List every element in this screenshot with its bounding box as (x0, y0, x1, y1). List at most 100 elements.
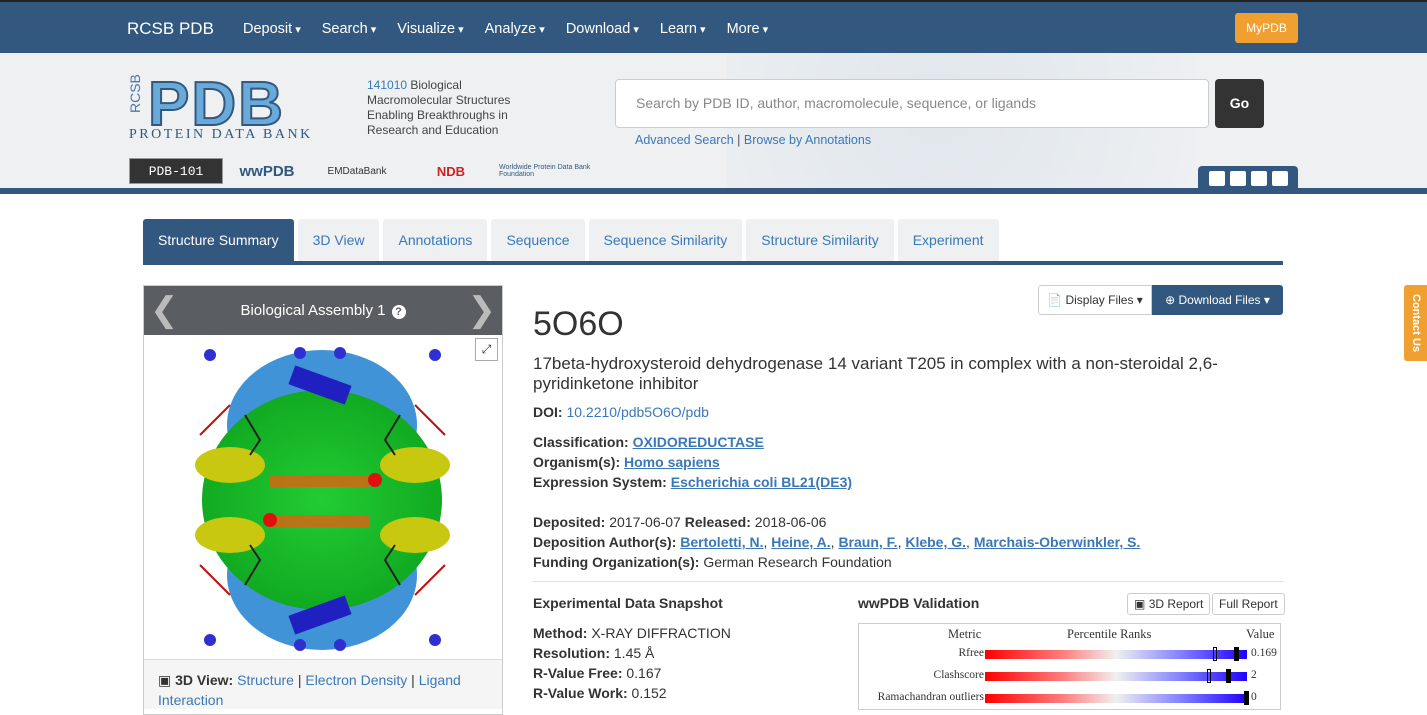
validation-slider-chart[interactable]: Metric Percentile Ranks Value Rfree 0.16… (858, 623, 1281, 710)
structure-tabs: Structure Summary 3D View Annotations Se… (143, 219, 999, 261)
molecule-image[interactable] (190, 345, 455, 655)
browse-annotations-link[interactable]: Browse by Annotations (743, 133, 872, 147)
tab-experiment[interactable]: Experiment (897, 219, 999, 261)
metric-value: 2 (1251, 669, 1257, 681)
structure-title: 17beta-hydroxysteroid dehydrogenase 14 v… (533, 354, 1218, 393)
search-input[interactable]: Search by PDB ID, author, macromolecule,… (615, 79, 1209, 128)
contact-us-tab[interactable]: Contact Us (1404, 285, 1427, 361)
3d-report-button[interactable]: ▣ 3D Report (1127, 593, 1211, 615)
brand-link[interactable]: RCSB PDB (127, 19, 214, 38)
header-tagline: 141010 Biological Macromolecular Structu… (367, 78, 547, 138)
doi-label: DOI: (533, 404, 563, 420)
nav-visualize[interactable]: Visualize (397, 21, 463, 37)
help-icon[interactable]: ? (391, 305, 406, 319)
github-icon[interactable] (1271, 170, 1288, 186)
rwork-label: R-Value Work: (533, 685, 628, 701)
nav-learn[interactable]: Learn (660, 21, 706, 37)
organism-label: Organism(s): (533, 454, 621, 470)
social-links (1198, 166, 1298, 190)
logo-rcsb-text: RCSB (127, 74, 143, 113)
validation-row: Ramachandran outliers 0 (859, 691, 1282, 707)
cube-icon: ▣ (158, 672, 172, 688)
full-report-button[interactable]: Full Report (1212, 593, 1285, 615)
rfree-value: 0.167 (626, 665, 662, 681)
electron-density-link[interactable]: Electron Density (305, 672, 408, 688)
twitter-icon[interactable] (1229, 170, 1246, 186)
author-link[interactable]: Braun, F. (838, 534, 898, 550)
deposited-date: 2017-06-07 (609, 514, 681, 530)
metric-label: Rfree (958, 647, 984, 659)
classification-label: Classification: (533, 434, 629, 450)
download-files-label: Download Files (1178, 293, 1261, 307)
facebook-icon[interactable] (1208, 170, 1225, 186)
viewer-title: Biological Assembly 1 (240, 302, 386, 319)
advanced-search-link[interactable]: Advanced Search (635, 133, 734, 147)
metric-header: Metric (948, 627, 982, 641)
display-files-label: Display Files (1065, 293, 1134, 307)
youtube-icon[interactable] (1250, 170, 1267, 186)
expression-link[interactable]: Escherichia coli BL21(DE3) (670, 474, 853, 490)
percentile-similar-marker (1233, 647, 1239, 661)
next-assembly-icon[interactable]: ❯ (467, 291, 497, 329)
released-date: 2018-06-06 (754, 514, 827, 530)
tab-structure-summary[interactable]: Structure Summary (143, 219, 294, 261)
resolution-label: Resolution: (533, 645, 610, 661)
view-label: 3D View: (175, 672, 234, 688)
wwpdb-foundation-logo[interactable]: Worldwide Protein Data Bank Foundation (499, 164, 591, 178)
structure-link[interactable]: Structure (237, 672, 294, 688)
doi-link[interactable]: 10.2210/pdb5O6O/pdb (566, 404, 709, 420)
expression-row: Expression System: Escherichia coli BL21… (533, 474, 852, 490)
nav-search[interactable]: Search (322, 21, 377, 37)
download-files-button[interactable]: ⊕ Download Files ▾ (1152, 285, 1283, 315)
author-link[interactable]: Marchais-Oberwinkler, S. (973, 534, 1141, 550)
cube-icon: ▣ (1134, 597, 1146, 611)
metric-label: Ramachandran outliers (877, 691, 984, 703)
structure-count[interactable]: 141010 (367, 78, 408, 92)
prev-assembly-icon[interactable]: ❮ (150, 291, 179, 329)
display-files-button[interactable]: 📄 Display Files ▾ (1038, 285, 1152, 315)
tab-sequence-similarity[interactable]: Sequence Similarity (588, 219, 743, 261)
metric-value: 0 (1251, 691, 1257, 703)
deposited-label: Deposited: (533, 514, 606, 530)
tab-structure-similarity[interactable]: Structure Similarity (746, 219, 894, 261)
partner-logos: PDB-101 wwPDB EMDataBank NDB Worldwide P… (129, 157, 599, 185)
method-label: Method: (533, 625, 588, 641)
tab-3d-view[interactable]: 3D View (297, 219, 380, 261)
tab-annotations[interactable]: Annotations (383, 219, 488, 261)
percentile-bar (985, 694, 1247, 703)
nav-more[interactable]: More (727, 21, 769, 37)
validation-row: Clashscore 2 (859, 669, 1282, 685)
ndb-logo[interactable]: NDB (436, 163, 466, 179)
wwpdb-logo[interactable]: wwPDB (239, 162, 295, 180)
author-link[interactable]: Bertoletti, N. (680, 534, 764, 550)
dates-row: Deposited: 2017-06-07 Released: 2018-06-… (533, 514, 826, 530)
expand-icon[interactable]: ⤢ (475, 338, 498, 361)
assembly-viewer: ❮ Biological Assembly 1? ❯ (143, 285, 503, 715)
tab-underline (143, 261, 1283, 265)
organism-link[interactable]: Homo sapiens (624, 454, 720, 470)
authors-label: Deposition Author(s): (533, 534, 677, 550)
authors-row: Deposition Author(s): Bertoletti, N., He… (533, 534, 1141, 550)
emdatabank-logo[interactable]: EMDataBank (327, 165, 387, 177)
nav-analyze[interactable]: Analyze (485, 21, 545, 37)
pdb-id: 5O6O (533, 305, 624, 343)
doi-row: DOI: 10.2210/pdb5O6O/pdb (533, 404, 709, 420)
author-link[interactable]: Klebe, G. (905, 534, 967, 550)
tab-sequence[interactable]: Sequence (491, 219, 585, 261)
nav-download[interactable]: Download (566, 21, 639, 37)
ligand-interaction-link[interactable]: Ligand Interaction (158, 672, 461, 708)
pdb-logo[interactable]: PDB (147, 70, 285, 139)
author-link[interactable]: Heine, A. (771, 534, 831, 550)
nav-deposit[interactable]: Deposit (243, 21, 301, 37)
expression-label: Expression System: (533, 474, 667, 490)
classification-link[interactable]: OXIDOREDUCTASE (632, 434, 764, 450)
go-button[interactable]: Go (1215, 79, 1264, 128)
rwork-value: 0.152 (631, 685, 667, 701)
rfree-row: R-Value Free: 0.167 (533, 665, 661, 681)
percentile-bar (985, 650, 1247, 659)
mypdb-button[interactable]: MyPDB (1235, 13, 1298, 43)
rwork-row: R-Value Work: 0.152 (533, 685, 667, 701)
percentile-similar-marker (1225, 669, 1231, 683)
classification-row: Classification: OXIDOREDUCTASE (533, 434, 764, 450)
pdb101-logo[interactable]: PDB-101 (129, 158, 223, 184)
